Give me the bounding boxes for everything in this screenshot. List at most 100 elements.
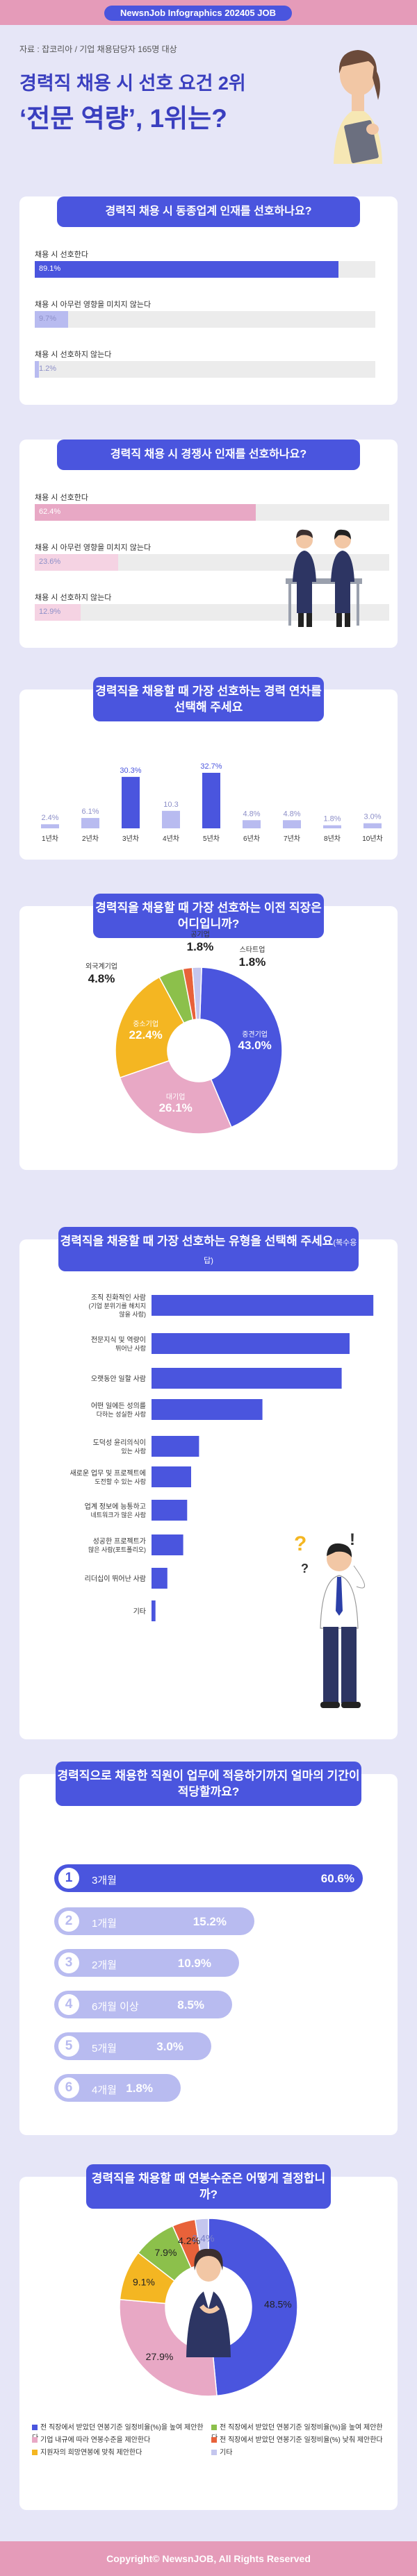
rank-bar: 1 3개월 60.6% [54, 1864, 363, 1892]
bar [152, 1399, 263, 1420]
bar-track: 89.1% [35, 261, 375, 278]
bar [35, 604, 81, 621]
pie-slice [191, 967, 202, 1020]
chart-card-career-years: 경력직을 채용할 때 가장 선호하는 경력 연차를 선택해 주세요 2.4% 1년… [19, 677, 398, 860]
pie-slice [115, 976, 185, 1079]
chart-title: 경력직 채용 시 경쟁사 인재를 선호하나요? [57, 440, 360, 470]
chart-title-text: 경력직을 채용할 때 가장 선호하는 유형을 선택해 주세요 [60, 1235, 334, 1248]
bar-category-label: 네트워크가 많은 사람 [90, 1511, 146, 1519]
bar-category-label: 않을 사람) [119, 1310, 146, 1318]
bar-value-label: 4.8% [283, 810, 300, 818]
bar-category-label: 채용 시 선호한다 [35, 494, 88, 502]
headline-line-1: 경력직 채용 시 선호 요건 2위 [19, 73, 246, 94]
legend-swatch [211, 2425, 217, 2431]
footer-bar: Copyright© NewsnJOB, All Rights Reserved [0, 2541, 417, 2576]
bar [35, 261, 338, 278]
bar-category-label: 채용 시 선호하지 않는다 [35, 351, 112, 359]
svg-text:!: ! [350, 1530, 355, 1549]
bar [152, 1500, 188, 1521]
slice-label: 공기업 [190, 930, 210, 939]
bar-value-label: 32.7% [200, 762, 222, 771]
legend-item: 기타 [211, 2446, 385, 2457]
bar-category-label: 있는 사람 [121, 1447, 146, 1455]
bar [152, 1333, 350, 1354]
legend-swatch [32, 2450, 38, 2456]
bar [152, 1368, 342, 1389]
slice-value-label: 22.4% [129, 1028, 163, 1042]
legend-label: 지원자의 희망연봉에 맞춰 제안한다 [40, 2449, 142, 2457]
bar-value-label: 30.3% [120, 767, 141, 775]
rank-number: 5 [58, 2036, 79, 2057]
bar [35, 311, 68, 328]
tick-label: 6년차 [243, 835, 260, 843]
headline-line-2: ‘전문 역량’, 1위는? [19, 104, 227, 133]
bar-category-label: 업계 정보에 능통하고 [85, 1502, 146, 1511]
rank-value-label: 8.5% [177, 1998, 204, 2012]
copyright-text: Copyright© NewsnJOB, All Rights Reserved [106, 2553, 311, 2564]
chart-card-preferred-type: 경력직을 채용할 때 가장 선호하는 유형을 선택해 주세요(복수응답) 조직 … [19, 1227, 398, 1739]
tick-label: 7년차 [284, 835, 300, 843]
source-text: 자료 : 잡코리아 / 기업 채용담당자 165명 대상 [19, 44, 177, 54]
chart-title: 경력직을 채용할 때 가장 선호하는 경력 연차를 선택해 주세요 [93, 677, 324, 721]
bar [202, 773, 220, 828]
pie-slice [208, 2218, 298, 2397]
bar-category-label: 도전할 수 있는 사람 [95, 1478, 146, 1485]
chart-card-salary-decision: 경력직을 채용할 때 연봉수준은 어떻게 결정합니까? 48.5% 27.9% 9.… [19, 2164, 398, 2510]
bar [152, 1436, 199, 1457]
rank-number: 2 [58, 1911, 79, 1932]
rank-category-label: 3개월 [92, 1875, 117, 1887]
bar [162, 810, 180, 828]
top-bar: NewsnJob Infographics 202405 JOB [0, 0, 417, 25]
bar [35, 504, 256, 521]
bar [152, 1466, 191, 1487]
bar-track: 12.9% [35, 604, 389, 621]
bar-value-label: 10.3 [163, 801, 178, 809]
slice-label: 중소기업 [133, 1019, 158, 1028]
legend-label: 기타 [220, 2449, 233, 2457]
legend-label: 전 직장에서 받았던 연봉기준 일정비율(%) 낮춰 제안한다 [220, 2436, 383, 2444]
career-years-chart: 2.4% 1년차 6.1% 2년차 30.3% 3년차 10.3 4년차 32.7% 5년차 4.8… [41, 762, 383, 843]
legend-label: 기업 내규에 따라 연봉수준을 제안한다 [40, 2436, 151, 2444]
bar-category-label: 성공한 프로젝트가 [93, 1537, 146, 1546]
rank-category-label: 5개월 [92, 2043, 117, 2055]
rank-value-label: 3.0% [156, 2040, 183, 2053]
svg-text:?: ? [294, 1532, 306, 1555]
rank-category-label: 2개월 [92, 1959, 117, 1971]
bar [122, 776, 140, 828]
slice-value-label: 27.9% [146, 2351, 174, 2362]
bar [323, 825, 341, 828]
legend-item: 기업 내규에 따라 연봉수준을 제안한다 [32, 2434, 206, 2444]
slice-value-label: 48.5% [264, 2298, 292, 2309]
bar-track: 1.2% [35, 361, 375, 378]
bar-value-label: 62.4% [39, 508, 61, 516]
bar-value-label: 6.1% [81, 808, 99, 816]
legend-item: 지원자의 희망연봉에 맞춰 제안한다 [32, 2446, 206, 2457]
bar-category-label: 오랫동안 일할 사람 [91, 1374, 146, 1383]
tick-label: 5년차 [203, 835, 220, 843]
rank-number: 3 [58, 1952, 79, 1973]
bar-value-label: 1.2% [39, 365, 57, 373]
slice-label: 대기업 [166, 1092, 186, 1101]
bar-category-label: 조직 친화적인 사람 [91, 1293, 146, 1302]
chart-title: 경력직으로 채용한 직원이 업무에 적응하기까지 얼마의 기간이 적당할까요? [56, 1762, 361, 1806]
legend-swatch [32, 2425, 38, 2431]
rank-bar: 2 1개월 15.2% [54, 1907, 254, 1935]
pie-slice [119, 1060, 232, 1135]
bar-value-label: 12.9% [39, 608, 61, 616]
bar-category-label: 다하는 성실한 사람 [97, 1410, 146, 1418]
rank-category-label: 1개월 [92, 1918, 117, 1930]
slice-value-label: 2.4% [193, 2232, 215, 2243]
bar [35, 361, 39, 378]
rank-bar: 3 2개월 10.9% [54, 1949, 239, 1977]
slice-label: 외국계기업 [85, 962, 117, 971]
slice-label: 스타트업 [240, 945, 265, 954]
bar-track: 23.6% [35, 554, 389, 571]
slice-label: 중견기업 [242, 1030, 268, 1039]
legend-swatch [32, 2437, 38, 2443]
bar [35, 554, 119, 571]
slice-value-label: 1.8% [239, 955, 266, 969]
rank-category-label: 4개월 [92, 2084, 117, 2096]
pie-slice [199, 967, 283, 1128]
bar-category-label: 채용 시 아무런 영향을 미치지 않는다 [35, 301, 152, 309]
